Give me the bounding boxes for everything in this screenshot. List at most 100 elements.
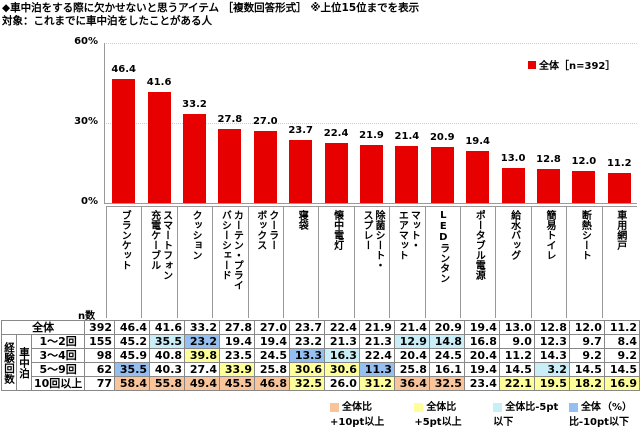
n-cell: 62 <box>84 362 116 377</box>
bar-value-label: 41.6 <box>146 77 172 89</box>
value-cell: 11.3 <box>358 362 395 377</box>
x-category-label: 寝袋 <box>283 206 319 318</box>
value-cell: 22.1 <box>498 376 535 391</box>
highlight-legend-item: 全体比+10pt以上 <box>330 398 404 428</box>
bar-value-label: 33.2 <box>182 99 207 111</box>
value-cell: 25.8 <box>254 362 290 377</box>
value-cell: 27.8 <box>219 320 255 335</box>
n-cell: 392 <box>84 320 116 335</box>
bar-value-label: 21.4 <box>394 130 420 142</box>
value-cell: 21.4 <box>393 320 430 335</box>
bar <box>360 144 383 203</box>
x-category-label: LEDランタン <box>424 206 460 318</box>
bar <box>395 145 419 203</box>
y-tick: 30% <box>74 116 98 127</box>
value-cell: 12.9 <box>393 334 430 349</box>
value-cell: 11.2 <box>603 320 640 335</box>
row-label: 5～9回 <box>30 362 86 377</box>
value-cell: 19.5 <box>533 376 570 391</box>
subtitle-text: 対象：これまでに車中泊をしたことがある人 <box>2 15 212 27</box>
value-cell: 16.3 <box>323 348 360 363</box>
bar <box>572 171 596 203</box>
value-cell: 20.4 <box>393 348 430 363</box>
bar-value-label: 13.0 <box>500 153 526 165</box>
x-category-label: 懐中電灯 <box>318 206 354 318</box>
value-cell: 19.4 <box>463 320 500 335</box>
bar <box>112 79 136 203</box>
value-cell: 23.4 <box>463 376 500 391</box>
legend-swatch <box>330 402 339 412</box>
value-cell: 35.5 <box>114 362 151 377</box>
value-cell: 25.8 <box>393 362 430 377</box>
value-cell: 40.8 <box>149 348 186 363</box>
x-category-label: スマートフォン 充電ケーブル <box>141 206 177 318</box>
value-cell: 45.9 <box>114 348 151 363</box>
value-cell: 45.2 <box>114 334 151 349</box>
x-category-label: 給水バッグ <box>495 206 531 318</box>
value-cell: 22.4 <box>358 348 395 363</box>
y-tick: 0% <box>81 196 98 207</box>
value-cell: 32.5 <box>288 376 325 391</box>
value-cell: 23.2 <box>288 334 325 349</box>
value-cell: 40.3 <box>149 362 186 377</box>
value-cell: 35.5 <box>149 334 186 349</box>
group-label: 経験回数 <box>1 334 17 391</box>
value-cell: 30.6 <box>288 362 325 377</box>
n-header: n数 <box>78 311 96 322</box>
legend-label: 全体比-5pt以下 <box>493 402 559 428</box>
value-cell: 19.4 <box>254 334 290 349</box>
value-cell: 33.9 <box>219 362 255 377</box>
value-cell: 16.9 <box>603 376 640 391</box>
value-cell: 45.5 <box>219 376 255 391</box>
legend-swatch <box>568 402 578 412</box>
title-text: ◆車中泊をする際に欠かせないと思うアイテム ［複数回答形式］ ※上位15位までを… <box>2 2 420 14</box>
value-cell: 49.4 <box>184 376 221 391</box>
bar <box>147 92 171 203</box>
value-cell: 12.8 <box>533 320 570 335</box>
value-cell: 39.8 <box>184 348 221 363</box>
bar <box>253 131 277 203</box>
value-cell: 14.8 <box>428 334 465 349</box>
value-cell: 24.5 <box>254 348 290 363</box>
value-cell: 27.0 <box>254 320 290 335</box>
value-cell: 12.0 <box>568 320 605 335</box>
table-row: 5～9回 62 35.5 40.3 27.4 33.9 25.8 30.6 30.6 11.3 25… <box>2 362 640 377</box>
bar-value-label: 11.2 <box>606 158 632 170</box>
highlight-legend-item: 全体比+5pt以上 <box>414 398 483 428</box>
value-cell: 26.0 <box>323 376 360 391</box>
value-cell: 23.2 <box>184 334 221 349</box>
gridline <box>104 43 637 44</box>
legend-swatch <box>528 60 536 69</box>
highlight-legend: 全体比+10pt以上 全体比+5pt以上 全体比-5pt以下 全体比-10pt以下 <box>330 398 640 428</box>
row-label: 10回以上 <box>30 376 86 391</box>
legend-swatch <box>493 402 503 412</box>
table-row: 全体 392 46.4 41.6 33.2 27.8 27.0 23.7 22.4 21.9 21.… <box>0 320 640 335</box>
x-category-label: 除菌シート・ スプレー <box>353 206 390 318</box>
value-cell: 19.4 <box>463 362 500 377</box>
bar <box>324 143 348 203</box>
value-cell: 21.3 <box>358 334 395 349</box>
y-tick: 60% <box>74 36 98 47</box>
x-category-label: 簡易トイレ <box>530 206 567 318</box>
bar <box>430 147 454 203</box>
bar-value-label: 46.4 <box>111 64 137 76</box>
bar-value-label: 12.0 <box>571 156 597 167</box>
value-cell: 46.8 <box>254 376 290 391</box>
value-cell: 13.0 <box>498 320 535 335</box>
bar-value-label: 19.4 <box>465 136 491 148</box>
row-label: 3～4回 <box>30 348 86 363</box>
legend-label: 全体［n=392］ <box>539 61 616 72</box>
bar-value-label: 27.0 <box>252 116 278 127</box>
bar <box>466 151 490 203</box>
bar-value-label: 12.8 <box>536 153 561 165</box>
value-cell: 30.6 <box>323 362 360 377</box>
bar <box>537 168 560 203</box>
n-cell: 77 <box>84 376 116 391</box>
bar <box>183 114 206 203</box>
value-cell: 9.7 <box>568 334 605 349</box>
x-category-label: クーラー ボックス <box>247 206 283 318</box>
x-category-label: クッション <box>176 206 213 318</box>
value-cell: 36.4 <box>393 376 430 391</box>
gridline <box>104 123 637 124</box>
value-cell: 20.4 <box>463 348 500 363</box>
